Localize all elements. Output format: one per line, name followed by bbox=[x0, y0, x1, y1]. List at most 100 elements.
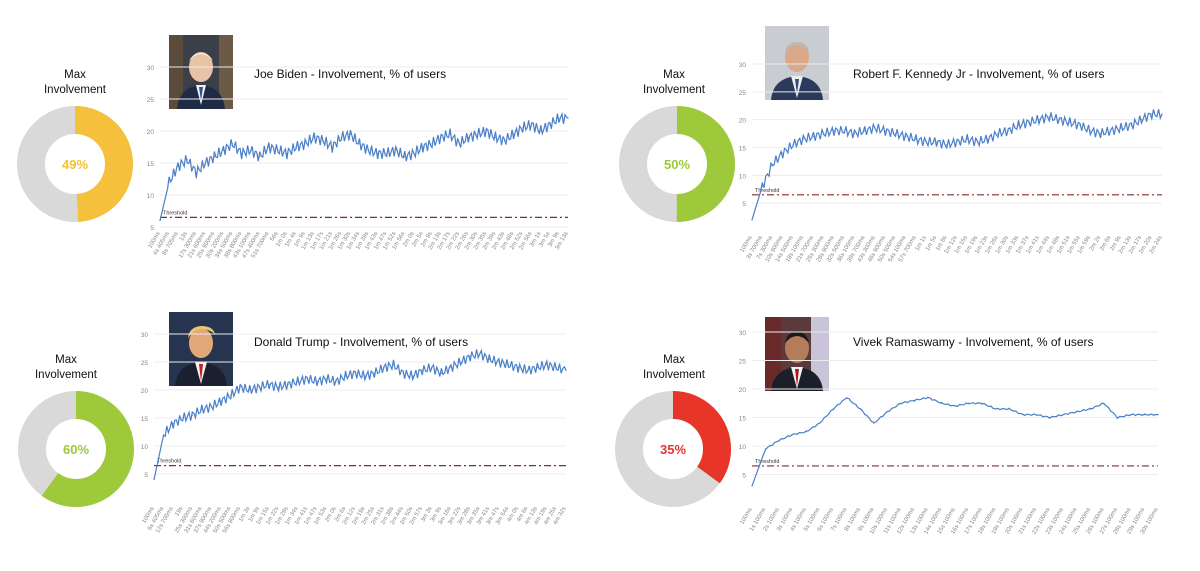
x-tick-label: 56s bbox=[270, 231, 280, 242]
data-point bbox=[421, 369, 423, 371]
data-point bbox=[1103, 402, 1105, 404]
data-point bbox=[1130, 414, 1132, 416]
data-point bbox=[195, 172, 197, 174]
data-point bbox=[864, 130, 866, 132]
threshold-label: Threshold bbox=[157, 459, 181, 465]
data-point bbox=[204, 162, 206, 164]
data-point bbox=[853, 132, 856, 135]
data-point bbox=[1017, 124, 1020, 126]
data-point bbox=[331, 146, 333, 148]
data-point bbox=[485, 130, 487, 132]
data-point bbox=[527, 369, 529, 371]
data-point bbox=[1049, 416, 1051, 419]
data-point bbox=[792, 144, 794, 146]
data-point bbox=[874, 127, 876, 129]
series-line bbox=[153, 348, 567, 480]
data-point bbox=[222, 149, 225, 151]
y-tick-label: 15 bbox=[141, 416, 149, 423]
data-point bbox=[1099, 132, 1102, 135]
y-tick-label: 30 bbox=[739, 330, 747, 337]
data-point bbox=[304, 143, 306, 145]
data-point bbox=[1120, 127, 1122, 129]
data-point bbox=[913, 399, 915, 401]
data-point bbox=[935, 141, 938, 143]
chart-title: Vivek Ramaswamy - Involvement, % of user… bbox=[853, 335, 1094, 349]
y-tick-label: 25 bbox=[739, 90, 747, 97]
data-point bbox=[832, 408, 834, 410]
data-point bbox=[210, 406, 213, 408]
data-point bbox=[498, 361, 500, 363]
data-point bbox=[843, 130, 845, 132]
data-point bbox=[833, 130, 835, 132]
data-point bbox=[440, 372, 443, 374]
data-point bbox=[340, 136, 342, 138]
y-tick-label: 30 bbox=[739, 62, 747, 69]
data-point bbox=[1130, 124, 1132, 126]
y-tick-label: 10 bbox=[739, 173, 747, 180]
data-point bbox=[440, 136, 442, 138]
data-point bbox=[540, 130, 542, 132]
y-tick-label: 25 bbox=[739, 359, 747, 366]
max-label-line2: Involvement bbox=[642, 369, 705, 381]
donut-percent-label: 49% bbox=[62, 157, 88, 172]
data-point bbox=[859, 408, 861, 410]
data-point bbox=[536, 367, 538, 369]
max-label-line1: Max bbox=[663, 69, 685, 81]
data-point bbox=[239, 386, 241, 388]
data-point bbox=[412, 375, 414, 377]
data-point bbox=[182, 417, 184, 419]
data-point bbox=[191, 414, 193, 416]
data-point bbox=[277, 149, 279, 151]
data-point bbox=[450, 367, 452, 369]
data-point bbox=[335, 381, 337, 383]
data-point bbox=[546, 364, 548, 366]
data-point bbox=[488, 358, 490, 360]
chart-title: Joe Biden - Involvement, % of users bbox=[254, 67, 447, 81]
max-involvement-label: Max Involvement bbox=[614, 68, 734, 98]
max-label-line2: Involvement bbox=[43, 84, 106, 96]
data-point bbox=[956, 141, 958, 143]
y-tick-label: 15 bbox=[147, 161, 155, 168]
data-point bbox=[976, 141, 979, 143]
data-point bbox=[1062, 414, 1064, 416]
data-point bbox=[402, 372, 404, 374]
data-point bbox=[383, 367, 385, 369]
data-point bbox=[316, 381, 318, 383]
y-tick-label: 25 bbox=[141, 360, 149, 367]
data-point bbox=[313, 136, 315, 138]
data-point bbox=[249, 389, 251, 391]
data-point bbox=[558, 117, 560, 119]
max-label-line1: Max bbox=[64, 69, 86, 81]
max-label-line1: Max bbox=[663, 354, 685, 366]
data-point bbox=[954, 405, 956, 407]
data-point bbox=[349, 133, 351, 135]
data-point bbox=[1089, 408, 1091, 410]
y-tick-label: 5 bbox=[144, 472, 148, 479]
data-point bbox=[277, 386, 280, 388]
y-tick-label: 15 bbox=[739, 146, 747, 153]
data-point bbox=[565, 369, 567, 371]
data-point bbox=[172, 423, 174, 425]
data-point bbox=[967, 402, 970, 404]
data-point bbox=[567, 117, 569, 119]
data-point bbox=[802, 138, 804, 140]
donut-value-arc bbox=[619, 106, 735, 222]
donut-value-arc bbox=[615, 391, 731, 507]
y-tick-label: 20 bbox=[147, 129, 155, 136]
data-point bbox=[894, 132, 897, 135]
max-involvement-donut: 35% bbox=[615, 391, 731, 507]
threshold-label: Threshold bbox=[755, 188, 779, 194]
data-point bbox=[778, 439, 780, 441]
data-point bbox=[162, 434, 165, 436]
data-point bbox=[358, 143, 361, 145]
data-point bbox=[761, 185, 763, 188]
data-point bbox=[153, 479, 155, 481]
data-point bbox=[354, 372, 356, 374]
max-involvement-donut: 60% bbox=[18, 391, 134, 507]
data-point bbox=[494, 136, 497, 138]
data-point bbox=[507, 364, 510, 366]
data-point bbox=[940, 402, 943, 404]
data-point bbox=[884, 130, 886, 132]
data-point bbox=[325, 378, 328, 380]
